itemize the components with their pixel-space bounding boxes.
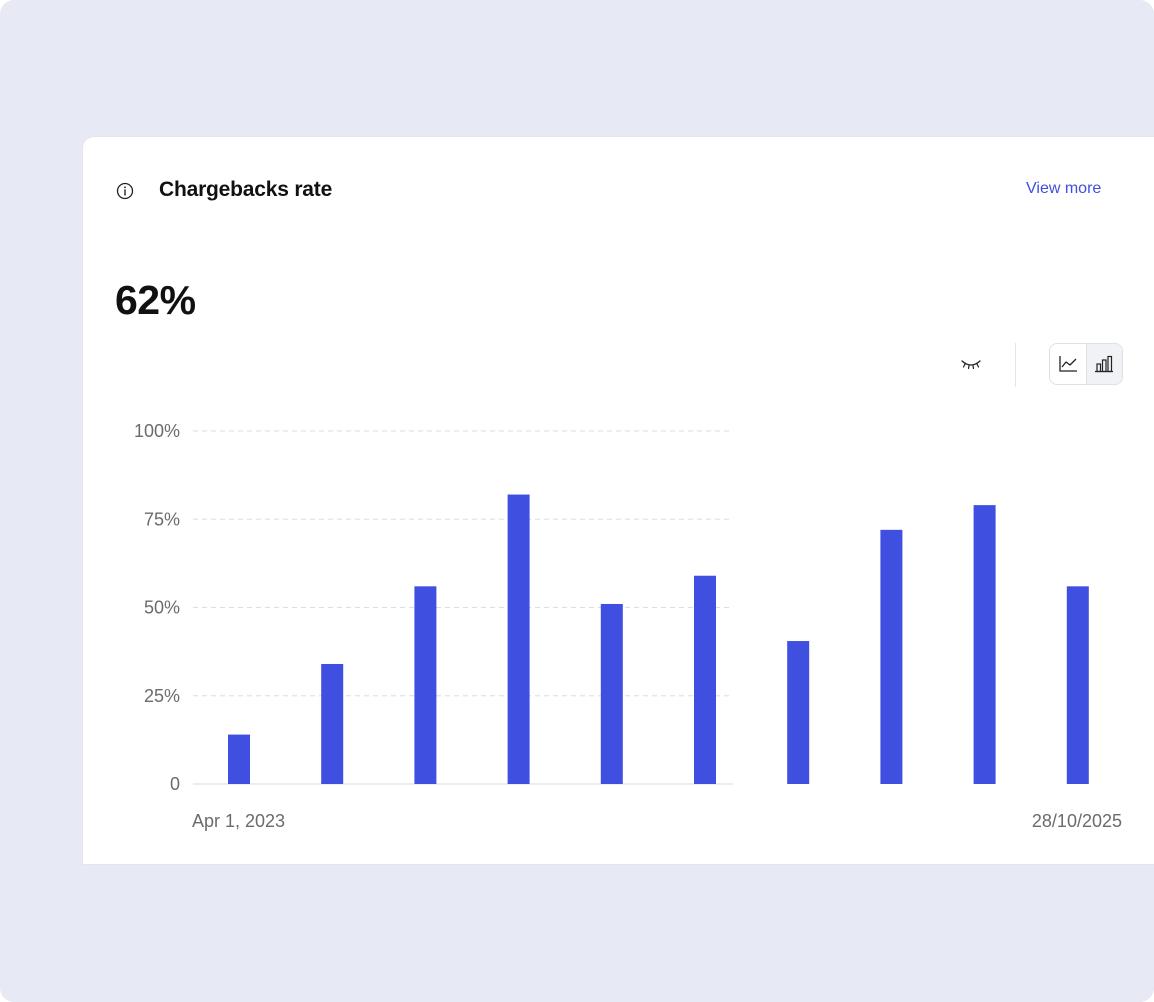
eye-closed-icon[interactable] — [959, 355, 983, 371]
toolbar-divider — [1015, 343, 1016, 387]
x-end-label: 28/10/2025 — [1032, 811, 1122, 831]
bar-chart-toggle[interactable] — [1085, 344, 1122, 384]
y-tick-label: 50% — [144, 598, 180, 618]
chargebacks-card: Chargebacks rate View more 62% — [82, 136, 1154, 865]
bar-chart: 0 25% 50% 75% 100% Apr 1, 2023 28/10/2025 — [134, 421, 1122, 831]
chart-bar[interactable] — [414, 586, 437, 784]
y-tick-label: 25% — [144, 686, 180, 706]
y-tick-label: 0 — [170, 774, 180, 794]
chart-bar[interactable] — [880, 529, 903, 784]
chart-bar[interactable] — [507, 494, 530, 784]
y-tick-label: 75% — [144, 509, 180, 529]
chart-bar[interactable] — [321, 663, 344, 784]
chart-type-toggle — [1049, 343, 1123, 385]
chart-bar[interactable] — [1066, 586, 1089, 784]
x-start-label: Apr 1, 2023 — [192, 811, 285, 831]
y-tick-label: 100% — [134, 421, 180, 441]
chart-bar[interactable] — [228, 734, 250, 784]
metric-value: 62% — [115, 277, 196, 323]
chart-bar[interactable] — [694, 575, 716, 784]
line-chart-icon — [1059, 356, 1077, 372]
card-title: Chargebacks rate — [159, 178, 333, 201]
chart-bar[interactable] — [973, 505, 996, 784]
bar-chart-icon — [1095, 355, 1114, 373]
view-more-link[interactable]: View more — [1026, 180, 1102, 197]
chart-bar[interactable] — [787, 641, 810, 784]
chart-bar[interactable] — [600, 603, 623, 784]
line-chart-toggle[interactable] — [1050, 344, 1086, 384]
info-icon[interactable] — [116, 182, 134, 200]
